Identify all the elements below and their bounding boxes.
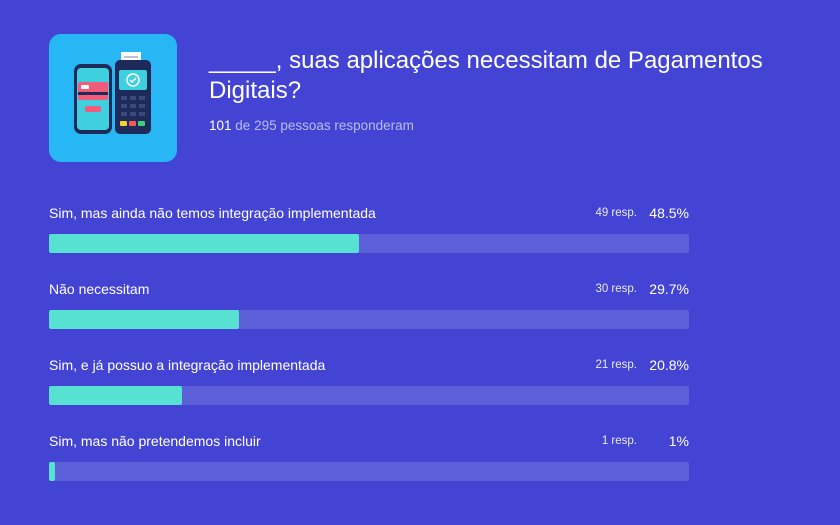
responded-text: de 295 pessoas responderam xyxy=(235,118,414,133)
question-blank: _____ xyxy=(209,47,276,74)
result-bar-fill xyxy=(49,234,360,253)
result-bar-track xyxy=(49,234,689,253)
result-bar-track xyxy=(49,386,689,405)
question-thumbnail xyxy=(49,34,177,162)
option-count: 1 resp. xyxy=(601,435,637,447)
question-title: _____, suas aplicações necessitam de Pag… xyxy=(209,46,819,106)
result-row: Não necessitam 30 resp. 29.7% xyxy=(49,281,689,341)
option-label: Não necessitam xyxy=(49,281,150,297)
result-bar-track xyxy=(49,310,689,329)
response-summary: 101 de 295 pessoas responderam xyxy=(209,118,414,133)
result-row: Sim, e já possuo a integração implementa… xyxy=(49,357,689,417)
result-row: Sim, mas não pretendemos incluir 1 resp.… xyxy=(49,433,689,493)
responded-count: 101 xyxy=(209,118,232,133)
option-label: Sim, mas ainda não temos integração impl… xyxy=(49,205,376,221)
result-bar-fill xyxy=(49,386,183,405)
payment-terminal-icon xyxy=(74,52,151,134)
option-label: Sim, e já possuo a integração implementa… xyxy=(49,357,326,373)
result-bar-track xyxy=(49,462,689,481)
option-count: 21 resp. xyxy=(595,359,637,371)
result-row: Sim, mas ainda não temos integração impl… xyxy=(49,205,689,265)
option-percent: 20.8% xyxy=(649,357,689,373)
option-percent: 29.7% xyxy=(649,281,689,297)
result-bar-fill xyxy=(49,310,240,329)
option-label: Sim, mas não pretendemos incluir xyxy=(49,433,261,449)
option-count: 30 resp. xyxy=(595,283,637,295)
option-percent: 48.5% xyxy=(649,205,689,221)
result-bar-fill xyxy=(49,462,56,481)
option-count: 49 resp. xyxy=(595,207,637,219)
question-text: , suas aplicações necessitam de Pagament… xyxy=(209,47,763,104)
option-percent: 1% xyxy=(668,433,689,449)
